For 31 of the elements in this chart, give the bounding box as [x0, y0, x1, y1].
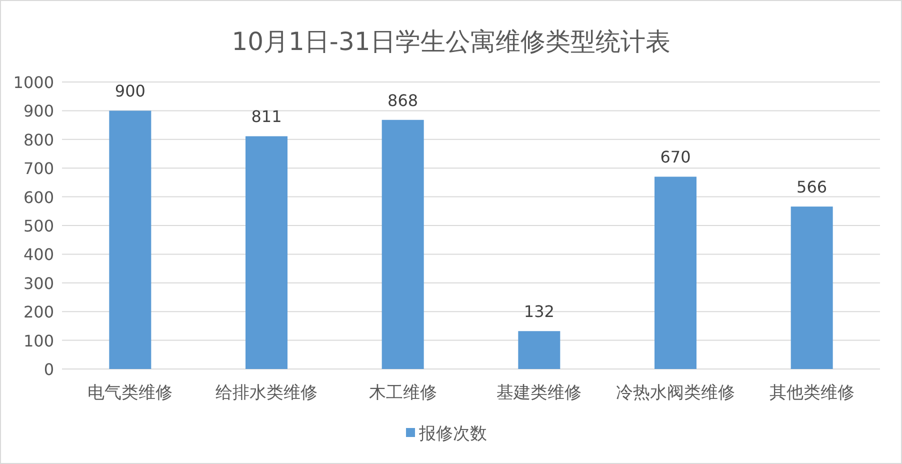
y-tick-label: 500 — [23, 216, 54, 236]
bar — [790, 206, 833, 369]
y-tick-label: 700 — [23, 159, 54, 178]
bar — [382, 120, 424, 369]
data-label: 900 — [114, 82, 146, 101]
y-tick-label: 1000 — [13, 73, 54, 92]
data-label: 670 — [660, 148, 691, 167]
y-tick-label: 100 — [23, 331, 54, 350]
y-tick-label: 900 — [23, 102, 54, 121]
bar — [109, 110, 152, 369]
bar — [246, 136, 288, 369]
data-label: 132 — [524, 302, 554, 322]
data-label: 868 — [388, 90, 418, 110]
x-tick-label: 其他类维修 — [769, 383, 854, 403]
x-tick-label: 电气类维修 — [88, 383, 173, 403]
data-label: 566 — [796, 178, 828, 197]
y-tick-label: 800 — [23, 130, 54, 150]
y-tick-label: 0 — [44, 360, 54, 379]
legend-label: 报修次数 — [418, 424, 487, 444]
y-tick-label: 200 — [23, 302, 54, 322]
y-tick-label: 300 — [23, 274, 54, 293]
x-tick-label: 给排水类维修 — [216, 383, 318, 403]
y-tick-label: 400 — [23, 245, 54, 264]
bar — [518, 331, 560, 369]
x-tick-label: 冷热水阀类维修 — [616, 383, 735, 403]
data-label: 811 — [251, 107, 282, 126]
chart-title: 10月1日-31日学生公寓维修类型统计表 — [232, 27, 670, 56]
bar — [654, 176, 696, 369]
x-tick-label: 木工维修 — [368, 383, 437, 403]
y-tick-label: 600 — [23, 188, 54, 207]
x-tick-label: 基建类维修 — [496, 383, 582, 403]
